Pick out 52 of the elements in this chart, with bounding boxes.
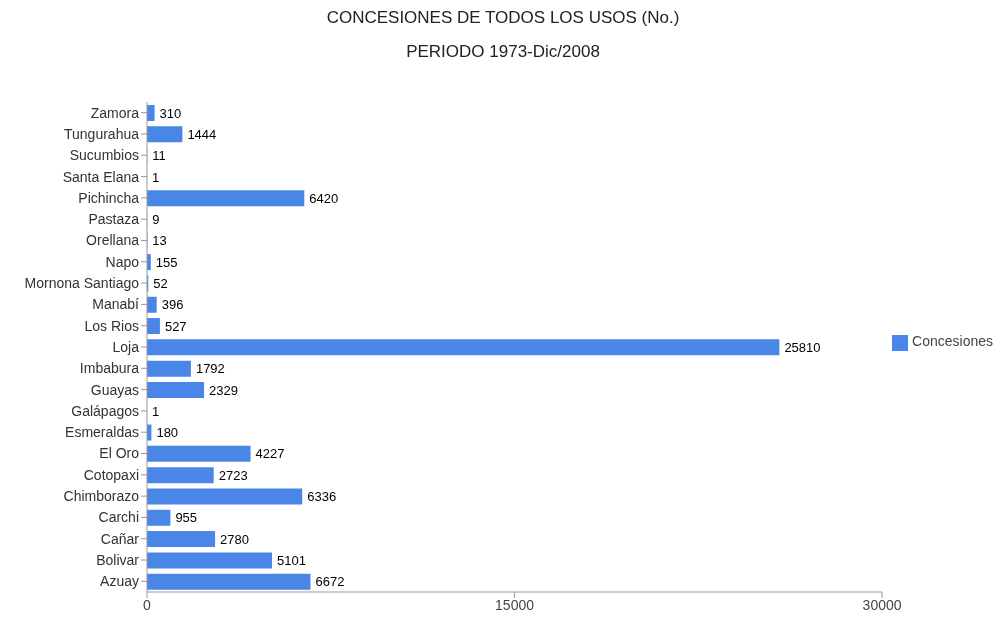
data-label: 1 [152, 403, 160, 419]
data-label: 6336 [307, 489, 337, 505]
data-label: 52 [153, 276, 168, 292]
legend-label: Concesiones [912, 333, 993, 350]
data-label: 2780 [220, 531, 250, 547]
y-tick-label: Orellana [86, 232, 140, 249]
data-label: 1792 [195, 361, 225, 377]
x-tick-label: 15000 [495, 596, 535, 613]
x-tick-label: 30000 [862, 596, 902, 613]
y-tick-label: Galápagos [71, 402, 139, 419]
data-label: 310 [159, 105, 182, 121]
data-label: 155 [155, 254, 178, 270]
y-tick-label: Pastaza [88, 211, 140, 228]
y-tick-label: Santa Elana [62, 168, 140, 185]
y-tick-label: Guayas [90, 381, 139, 398]
y-tick-label: Pichincha [78, 189, 140, 206]
data-label: 4227 [255, 446, 285, 462]
y-tick-label: Cotopaxi [83, 466, 139, 483]
data-label: 6672 [315, 574, 345, 590]
y-tick-label: Carchi [98, 509, 139, 526]
data-label: 2723 [218, 467, 248, 483]
data-label: 6420 [309, 190, 339, 206]
y-tick-label: Cañar [100, 530, 140, 547]
y-tick-label: Esmeraldas [65, 424, 139, 441]
data-label: 13 [152, 233, 167, 249]
x-tick-label: 0 [143, 596, 152, 613]
data-label: 11 [152, 148, 166, 164]
data-label: 1444 [187, 126, 217, 142]
data-label: 25810 [784, 339, 821, 355]
y-tick-label: Mornona Santiago [24, 275, 140, 292]
data-label: 180 [156, 425, 179, 441]
data-label: 2329 [209, 382, 238, 398]
data-label: 5101 [276, 553, 306, 569]
y-tick-label: Bolivar [96, 552, 140, 569]
chart-subtitle: PERIODO 1973-Dic/2008 [405, 42, 601, 62]
y-tick-label: Sucumbios [69, 147, 139, 164]
y-tick-label: Imbabura [79, 360, 140, 377]
y-tick-label: Tungurahua [64, 125, 140, 142]
y-tick-label: Azuay [100, 573, 139, 590]
y-tick-label: Los Rios [84, 317, 139, 334]
y-tick-label: Chimborazo [63, 488, 140, 505]
y-tick-label: Napo [105, 253, 140, 270]
data-label: 396 [161, 297, 184, 313]
y-tick-label: Zamora [90, 104, 140, 121]
y-tick-label: Loja [112, 338, 140, 355]
y-tick-label: Manabí [92, 296, 140, 313]
chart-title: CONCESIONES DE TODOS LOS USOS (No.) [325, 8, 681, 28]
y-tick-label: El Oro [99, 445, 140, 462]
data-label: 527 [164, 318, 187, 334]
data-label: 9 [152, 212, 160, 228]
data-label: 955 [175, 510, 198, 526]
data-label: 1 [152, 169, 160, 185]
